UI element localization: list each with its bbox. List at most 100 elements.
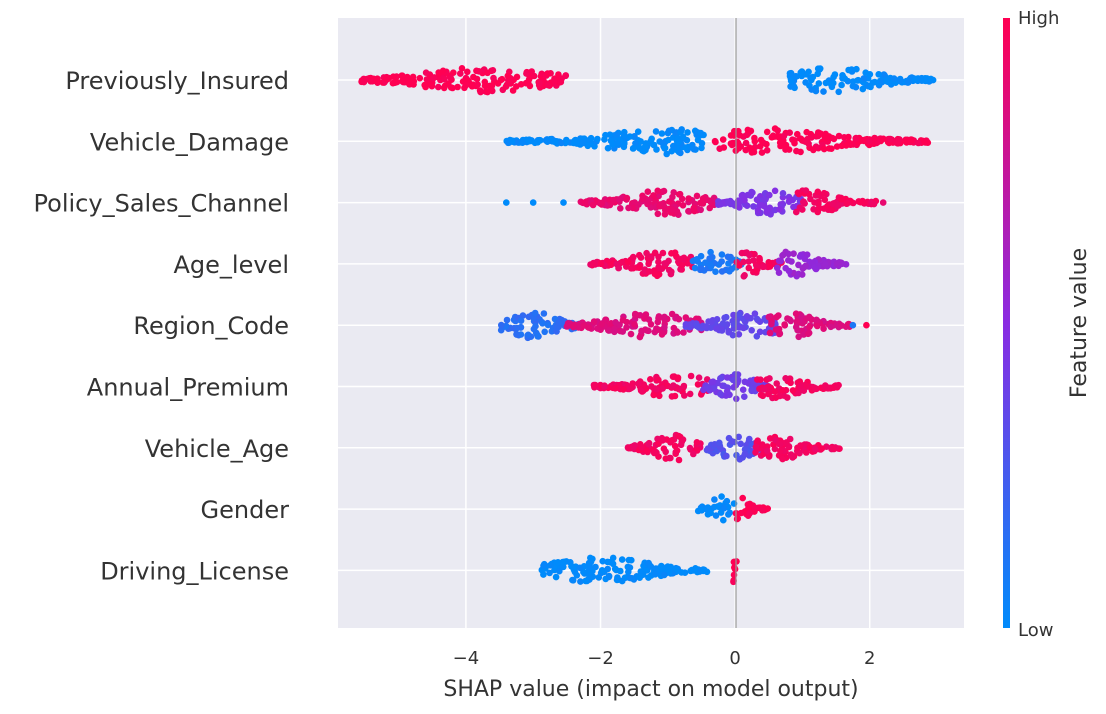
shap-point [890,75,898,82]
shap-point [628,556,635,564]
shap-point [741,393,748,401]
shap-point [772,326,780,333]
shap-point [911,76,919,83]
shap-point [662,448,669,456]
shap-point [587,554,594,562]
shap-point [678,262,686,269]
shap-point [604,144,612,152]
shap-point [617,205,624,212]
shap-point [736,132,743,139]
shap-point [682,144,690,151]
shap-point [577,578,584,585]
shap-point [802,79,809,86]
shap-point [629,380,636,387]
shap-point [780,251,787,259]
shap-point [735,433,742,441]
shap-point [795,333,802,341]
shap-point [687,567,694,575]
x-axis-title: SHAP value (impact on model output) [443,677,858,702]
data-points [358,65,937,586]
shap-point [754,196,761,204]
shap-point [468,83,476,90]
shap-point [833,260,841,268]
shap-point [785,250,792,258]
shap-point [853,65,860,73]
shap-point [724,199,732,206]
shap-point [587,134,595,142]
shap-point [904,79,912,86]
shap-point [506,77,514,85]
shap-point [552,573,560,581]
shap-point [854,77,861,84]
shap-point [540,562,547,569]
shap-point [693,192,701,200]
shap-point [776,330,783,338]
shap-point [785,257,792,264]
shap-point [597,260,605,268]
feature-label: Policy_Sales_Channel [34,190,289,218]
shap-point [757,391,765,399]
shap-point [481,78,489,86]
shap-point [563,323,571,330]
shap-point [757,376,764,384]
shap-point [693,322,700,330]
shap-point [630,144,637,152]
shap-point [757,136,765,144]
shap-point [429,75,437,82]
shap-point [751,504,758,512]
feature-label: Vehicle_Age [145,435,289,463]
feature-label: Annual_Premium [87,374,289,402]
shap-point [737,143,745,150]
shap-point [795,261,802,269]
shap-point [679,202,687,209]
shap-point [585,324,592,331]
shap-point [758,201,765,209]
shap-point [475,68,483,75]
shap-point [558,139,565,147]
colorbar-low-label: Low [1018,620,1053,641]
shap-point [816,204,823,212]
shap-point [801,255,809,263]
shap-point [668,310,676,318]
shap-point [555,319,563,326]
shap-point [871,78,879,86]
shap-point [787,77,795,85]
shap-point [625,204,632,212]
feature-labels: Previously_Insured Vehicle_Damage Policy_S… [34,67,290,585]
shap-point [598,567,606,574]
shap-point [765,390,772,398]
shap-point [716,439,723,447]
shap-point [653,146,660,153]
shap-point [645,268,653,275]
shap-point [825,145,833,152]
shap-point [800,198,807,206]
shap-point [666,568,673,576]
shap-point [752,449,759,456]
shap-point [684,129,691,136]
shap-point [838,196,846,203]
shap-point [759,507,766,514]
shap-point [792,323,800,331]
shap-point [796,204,804,211]
shap-point [626,574,634,582]
shap-point [843,200,851,207]
shap-point [367,78,375,85]
shap-point [820,88,827,95]
shap-point [751,310,759,318]
shap-outlier-point [879,199,887,206]
shap-point [811,385,818,393]
shap-point [744,126,752,134]
shap-point [639,571,647,578]
shap-point [661,313,668,321]
shap-point [523,70,530,77]
shap-point [594,135,601,143]
shap-outlier-point [849,321,857,329]
shap-point [723,388,731,395]
shap-point [746,251,753,259]
shap-point [602,131,609,139]
colorbar-title: Feature value [1067,248,1092,398]
shap-point [652,571,659,578]
shap-point [786,196,793,204]
shap-point [843,141,851,149]
shap-point [605,573,613,581]
